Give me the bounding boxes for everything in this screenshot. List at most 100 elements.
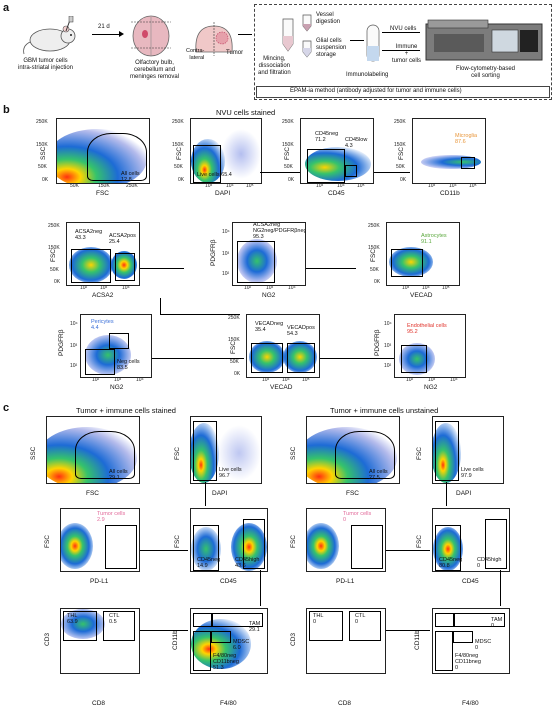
plot-cl3: Tumor cells 2.9 <box>60 508 140 572</box>
axis-label-y: SSC <box>290 446 297 460</box>
xtick: 10³ <box>266 285 274 291</box>
gate-label: F4/80neg CD11bneg 0 <box>455 653 481 671</box>
ytick: 0K <box>54 279 61 285</box>
gate-label: TAM 29.1 <box>249 621 261 633</box>
xtick: 10⁴ <box>337 183 345 189</box>
plot-cr1: All cells 27.5 <box>306 416 400 484</box>
gate-cd45neg <box>307 149 345 183</box>
vessel-label: Vessel digestion <box>316 12 341 25</box>
gate-tumor <box>351 525 383 569</box>
gate-live <box>435 421 459 481</box>
ytick: 150K <box>172 142 184 148</box>
xtick: 10⁵ <box>469 183 477 189</box>
gate-label: TAM 0 <box>491 617 503 629</box>
xtick: 10⁴ <box>136 377 144 383</box>
plot-b5: ACSA2neg 43.3 ACSA2pos 25.4 <box>66 222 140 286</box>
axis-label-y: FSC <box>416 447 423 460</box>
gate-label: Neg cells 83.5 <box>117 359 140 371</box>
gate-label-endothelial: Endothelial cells 95.2 <box>407 323 447 335</box>
plot-cl4: CD45neg 14.9 CD45high 43.6 <box>190 508 268 572</box>
axis-label-y: CD3 <box>44 632 51 646</box>
ytick: 50K <box>230 359 239 365</box>
xtick: 10⁴ <box>226 183 234 189</box>
xtick: 10⁴ <box>449 183 457 189</box>
axis-label-x: VECAD <box>410 292 433 299</box>
plot-b2: Live cells 65.4 <box>190 118 262 184</box>
days-label: 21 d <box>98 24 110 30</box>
axis-label-x: CD45 <box>220 578 237 585</box>
gate-label: CTL 0 <box>355 613 366 625</box>
panel-c-title-right: Tumor + immune cells unstained <box>330 406 439 415</box>
gate-label: THL 0 <box>313 613 324 625</box>
xtick: 10² <box>406 377 414 383</box>
tube-icon <box>302 40 312 58</box>
plot-b10: Endothelial cells 95.2 <box>394 314 466 378</box>
gate-dn <box>193 631 211 671</box>
gate-ctl <box>349 611 381 641</box>
arrow-c5 <box>446 482 447 506</box>
axis-label-x: DAPI <box>212 490 228 497</box>
ytick: 250K <box>36 119 48 125</box>
xtick: 10⁵ <box>246 183 254 189</box>
ytick: 10⁴ <box>222 229 230 235</box>
gate-cd45high <box>485 519 507 569</box>
xtick: 10⁴ <box>282 377 290 383</box>
arrow-c8 <box>386 630 430 631</box>
mouse-illustration <box>20 15 80 56</box>
tube-icon <box>282 18 294 52</box>
gate-pericytes <box>109 333 129 349</box>
axis-label-y: FSC <box>398 147 405 160</box>
axis-label-y: CD11b <box>414 630 421 650</box>
ytick: 10² <box>70 363 78 369</box>
arrow-c2 <box>140 550 188 551</box>
arrow-c3 <box>260 570 261 606</box>
gate-ctl <box>103 611 135 641</box>
ytick: 250K <box>48 223 60 229</box>
plot-b8: Pericytes 4.4 Neg cells 83.5 <box>80 314 152 378</box>
arrow-a5 <box>382 50 420 51</box>
arrow-head <box>119 31 124 37</box>
gate-label: VECADneg 35.4 <box>255 321 284 333</box>
axis-label-x: NG2 <box>262 292 276 299</box>
axis-label-y: SSC <box>30 446 37 460</box>
xtick: 10⁴ <box>288 285 296 291</box>
axis-label-y: FSC <box>174 447 181 460</box>
arrow-b4 <box>160 298 161 314</box>
axis-label-x: ACSA2 <box>92 292 114 299</box>
gate-vecadpos <box>287 343 315 373</box>
arrow-b6 <box>152 358 244 359</box>
ytick: 50K <box>174 164 183 170</box>
gate-label-pericytes: Pericytes 4.4 <box>91 319 114 331</box>
ytick: 250K <box>368 223 380 229</box>
gate-label: Live cells 96.7 <box>219 467 242 479</box>
mincing-label: Mincing, dissociation and filtration <box>258 56 291 76</box>
panel-b-letter: b <box>3 104 10 116</box>
ytick: 50K <box>38 164 47 170</box>
ytick: 250K <box>394 119 406 125</box>
ytick: 0K <box>234 371 241 377</box>
gate-label-tumor: Tumor cells 0 <box>343 511 372 523</box>
plot-b9: VECADneg 35.4 VECADpos 54.3 <box>246 314 320 378</box>
xtick: 10³ <box>428 183 436 189</box>
ytick: 250K <box>228 315 240 321</box>
gate-mdsc <box>211 631 231 643</box>
glial-label: Glial cells suspension storage <box>316 38 347 58</box>
gate-label: CD45high 0 <box>477 557 502 569</box>
tube-icon <box>302 14 312 32</box>
ytick: 150K <box>48 245 60 251</box>
xtick: 10² <box>92 377 100 383</box>
mouse-caption: GBM tumor cells intra-striatal injection <box>18 58 74 71</box>
gate-label-astrocytes: Astrocytes 91.1 <box>421 233 447 245</box>
epam-caption-box <box>256 86 550 98</box>
gate-dn <box>435 631 453 671</box>
gate-neg-cells <box>85 349 115 375</box>
axis-label-y: FSC <box>284 147 291 160</box>
gate-tumor <box>105 525 137 569</box>
ytick: 10³ <box>384 343 392 349</box>
ytick: 50K <box>370 267 379 273</box>
gate-label: ACSA2pos 25.4 <box>109 233 136 245</box>
gate-tam2 <box>453 613 505 627</box>
ytick: 10² <box>222 271 230 277</box>
axis-label-x: PD-L1 <box>336 578 355 585</box>
ytick: 0K <box>288 177 295 183</box>
